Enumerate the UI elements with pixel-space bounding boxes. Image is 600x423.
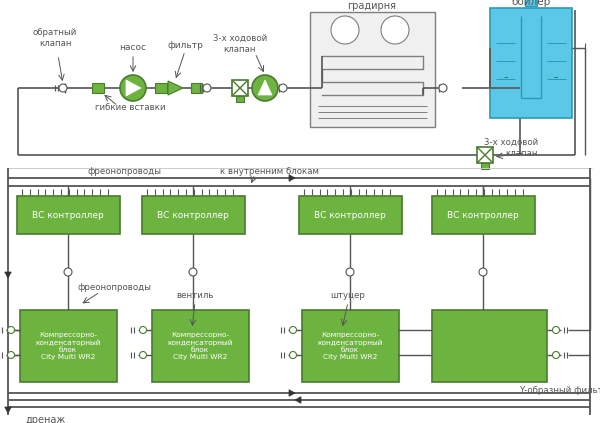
Bar <box>299 196 402 234</box>
Text: ВС контроллер: ВС контроллер <box>314 211 386 220</box>
Bar <box>490 8 572 118</box>
Bar <box>432 310 547 382</box>
Text: -: - <box>554 71 558 85</box>
Bar <box>477 147 493 163</box>
Circle shape <box>290 352 296 359</box>
Circle shape <box>139 352 146 359</box>
Circle shape <box>290 327 296 333</box>
Text: насос: насос <box>119 44 146 52</box>
Text: фреонопроводы: фреонопроводы <box>88 168 162 176</box>
Bar <box>155 83 167 93</box>
Text: фреонопроводы: фреонопроводы <box>78 283 152 291</box>
Text: -: - <box>504 71 508 85</box>
Bar <box>20 310 117 382</box>
Circle shape <box>189 268 197 276</box>
Bar <box>302 310 399 382</box>
Polygon shape <box>5 272 11 278</box>
Circle shape <box>203 84 211 92</box>
Text: ВС контроллер: ВС контроллер <box>157 211 229 220</box>
Text: Y-образный фильтр: Y-образный фильтр <box>520 386 600 395</box>
Text: ВС контроллер: ВС контроллер <box>32 211 104 220</box>
Text: Компрессорно-
конденсаторный
блок
City Multi WR2: Компрессорно- конденсаторный блок City M… <box>317 332 383 360</box>
Polygon shape <box>168 81 183 95</box>
Circle shape <box>7 327 14 333</box>
Circle shape <box>346 268 354 276</box>
Bar <box>432 196 535 234</box>
Polygon shape <box>5 407 11 413</box>
Polygon shape <box>258 80 272 95</box>
Circle shape <box>381 16 409 44</box>
Bar <box>481 163 489 169</box>
Text: обратный
клапан: обратный клапан <box>33 28 77 48</box>
Polygon shape <box>289 390 295 396</box>
Text: фильтр: фильтр <box>167 41 203 49</box>
Circle shape <box>553 327 560 333</box>
Text: ВС контроллер: ВС контроллер <box>447 211 519 220</box>
Text: 3-х ходовой
клапан: 3-х ходовой клапан <box>484 138 538 158</box>
Bar <box>232 80 248 96</box>
Text: градирня: градирня <box>347 1 397 11</box>
Text: бойлер: бойлер <box>511 0 551 7</box>
Text: Компрессорно-
конденсаторный
блок
City Multi WR2: Компрессорно- конденсаторный блок City M… <box>35 332 101 360</box>
Circle shape <box>120 75 146 101</box>
Circle shape <box>279 84 287 92</box>
Bar <box>17 196 120 234</box>
Bar <box>236 96 244 102</box>
Text: гибкие вставки: гибкие вставки <box>95 104 166 113</box>
Circle shape <box>553 352 560 359</box>
Text: 3-х ходовой
клапан: 3-х ходовой клапан <box>213 34 267 54</box>
Text: к внутренним блокам: к внутренним блокам <box>221 168 320 176</box>
Bar <box>142 196 245 234</box>
Bar <box>525 0 537 6</box>
Bar <box>191 83 202 93</box>
Circle shape <box>439 84 447 92</box>
Circle shape <box>7 352 14 359</box>
Circle shape <box>59 84 67 92</box>
Text: дренаж: дренаж <box>25 415 65 423</box>
Circle shape <box>64 268 72 276</box>
Circle shape <box>252 75 278 101</box>
Bar <box>310 12 435 127</box>
Text: вентиль: вентиль <box>176 291 214 299</box>
Bar <box>152 310 249 382</box>
Circle shape <box>479 268 487 276</box>
Bar <box>92 83 104 93</box>
Text: Компрессорно-
конденсаторный
блок
City Multi WR2: Компрессорно- конденсаторный блок City M… <box>167 332 233 360</box>
Polygon shape <box>289 175 295 181</box>
Polygon shape <box>126 80 141 96</box>
Text: штуцер: штуцер <box>331 291 365 299</box>
Circle shape <box>331 16 359 44</box>
Polygon shape <box>295 397 301 403</box>
Circle shape <box>139 327 146 333</box>
